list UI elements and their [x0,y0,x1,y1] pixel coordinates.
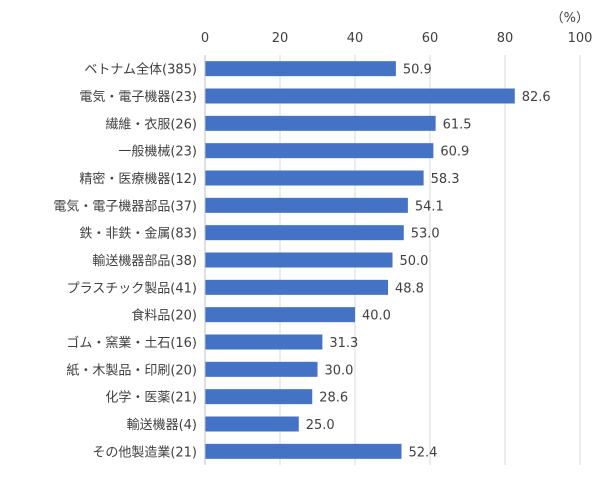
category-labels: ベトナム全体(385) 電気・電子機器(23) 繊維・衣服(26) 一般機械(23) 精… [53,62,197,461]
category-label: 食料品(20) [131,308,197,324]
unit-label: （%） [551,11,589,26]
x-axis-ticks: 0 20 40 60 80 100 [201,31,593,46]
x-tick-label: 20 [272,31,289,46]
value-label: 50.0 [400,254,429,269]
bar [205,61,396,77]
x-tick-label: 60 [422,31,439,46]
bar [205,334,323,350]
bar [205,88,515,104]
x-tick-label: 80 [497,31,514,46]
bar [205,143,434,159]
bar [205,416,299,432]
category-label: 紙・木製品・印刷(20) [66,363,197,378]
value-label: 53.0 [411,227,440,242]
value-label: 25.0 [306,418,335,433]
bars [205,61,515,459]
category-label: プラスチック製品(41) [67,281,197,296]
category-label: 精密・医療機器(12) [79,171,197,187]
bar [205,307,355,323]
bar [205,279,388,295]
bar [205,443,402,459]
value-label: 82.6 [522,90,551,105]
category-label: ベトナム全体(385) [84,62,197,78]
bar [205,170,424,186]
category-label: ゴム・窯業・土石(16) [66,335,197,351]
category-label: 鉄・非鉄・金属(83) [79,226,197,242]
value-label: 58.3 [431,172,460,187]
value-label: 31.3 [329,336,358,351]
value-labels: 50.9 82.6 61.5 60.9 58.3 54.1 53.0 50.0 48.8 40.0… [306,63,551,461]
category-label: 輸送機器(4) [127,418,197,433]
category-label: 繊維・衣服(26) [105,116,197,132]
value-label: 48.8 [395,281,424,296]
category-label: 電気・電子機器(23) [79,89,197,105]
value-label: 50.9 [403,63,432,78]
value-label: 40.0 [362,309,391,324]
value-label: 54.1 [415,199,444,214]
value-label: 30.0 [325,363,354,378]
x-tick-label: 100 [568,31,593,46]
category-label: 一般機械(23) [118,144,197,160]
category-label: 電気・電子機器部品(37) [53,198,197,214]
bar [205,197,408,213]
x-tick-label: 0 [201,31,209,46]
value-label: 52.4 [409,445,438,460]
value-label: 61.5 [443,117,472,132]
category-label: 輸送機器部品(38) [92,254,197,269]
category-label: 化学・医薬(21) [105,390,197,406]
bar [205,115,436,131]
bar [205,225,404,241]
value-label: 60.9 [440,145,469,160]
value-label: 28.6 [319,391,348,406]
bar [205,361,318,377]
category-label: その他製造業(21) [92,444,197,460]
bar [205,252,393,268]
bar [205,389,313,405]
x-tick-label: 40 [347,31,364,46]
